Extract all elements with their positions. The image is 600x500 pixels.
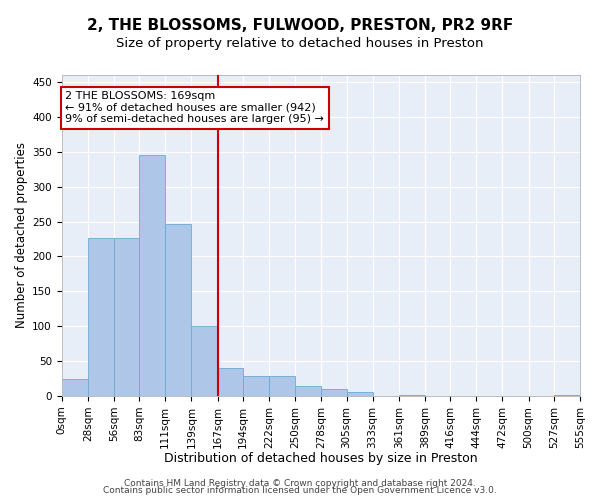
Text: Contains HM Land Registry data © Crown copyright and database right 2024.: Contains HM Land Registry data © Crown c…: [124, 478, 476, 488]
Bar: [191, 326, 218, 396]
Bar: [269, 376, 295, 396]
Bar: [139, 155, 166, 396]
Bar: [62, 378, 88, 396]
Bar: [114, 238, 139, 396]
Bar: [347, 392, 373, 396]
Y-axis label: Number of detached properties: Number of detached properties: [15, 142, 28, 328]
Text: 2, THE BLOSSOMS, FULWOOD, PRESTON, PR2 9RF: 2, THE BLOSSOMS, FULWOOD, PRESTON, PR2 9…: [87, 18, 513, 32]
Bar: [321, 389, 347, 396]
Bar: [295, 386, 321, 396]
Text: Size of property relative to detached houses in Preston: Size of property relative to detached ho…: [116, 38, 484, 51]
Bar: [554, 394, 580, 396]
Bar: [88, 238, 114, 396]
Text: Contains public sector information licensed under the Open Government Licence v3: Contains public sector information licen…: [103, 486, 497, 495]
Bar: [166, 224, 191, 396]
Text: 2 THE BLOSSOMS: 169sqm
← 91% of detached houses are smaller (942)
9% of semi-det: 2 THE BLOSSOMS: 169sqm ← 91% of detached…: [65, 91, 324, 124]
Bar: [399, 394, 425, 396]
Bar: [218, 368, 243, 396]
Bar: [243, 376, 269, 396]
X-axis label: Distribution of detached houses by size in Preston: Distribution of detached houses by size …: [164, 452, 478, 465]
